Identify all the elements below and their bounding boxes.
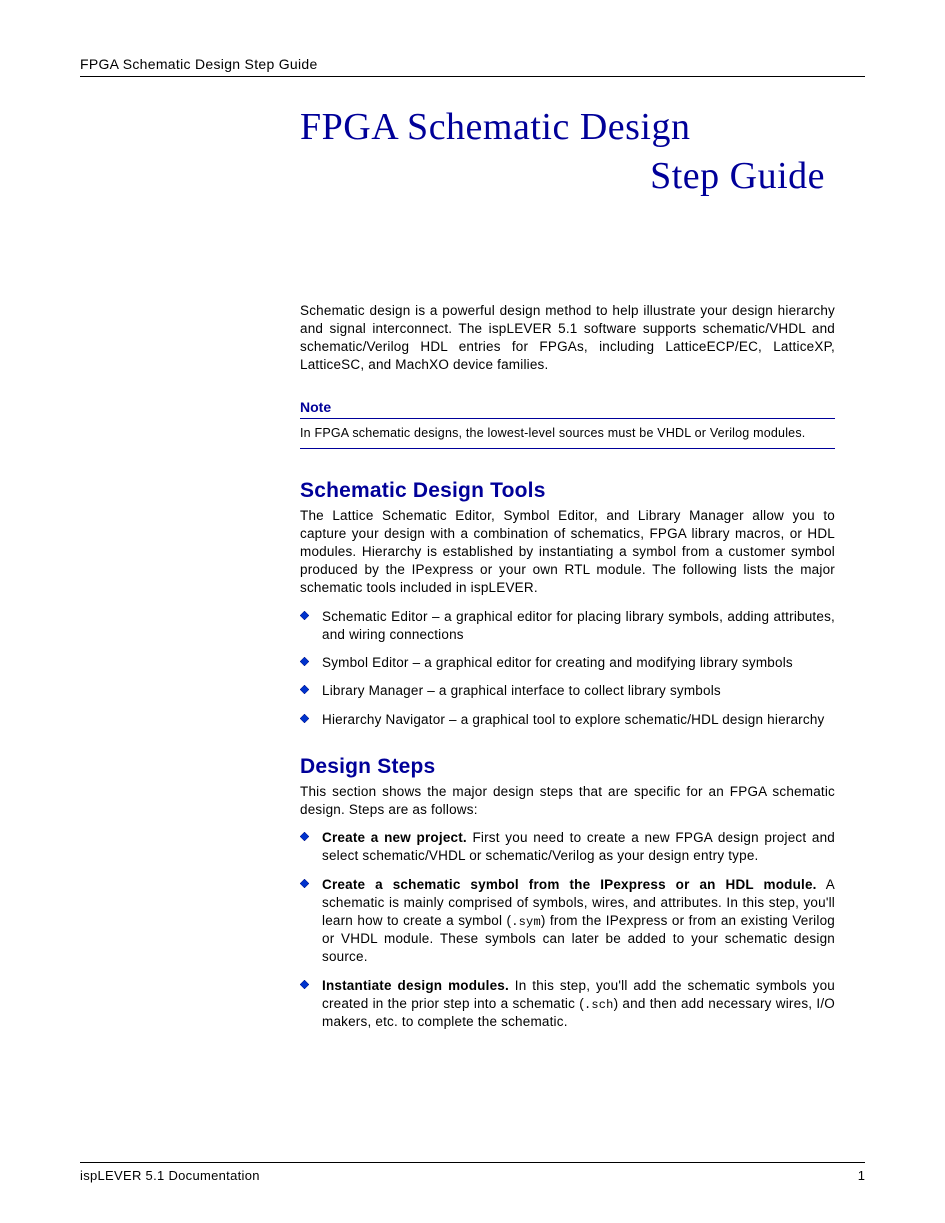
bullet-text: Schematic Editor – a graphical editor fo… bbox=[322, 609, 835, 642]
note-callout: Note In FPGA schematic designs, the lowe… bbox=[300, 399, 835, 449]
note-label: Note bbox=[300, 399, 835, 419]
list-item: Instantiate design modules. In this step… bbox=[300, 977, 835, 1032]
diamond-bullet-icon bbox=[300, 611, 309, 620]
bullet-text: Symbol Editor – a graphical editor for c… bbox=[322, 655, 793, 670]
diamond-bullet-icon bbox=[300, 685, 309, 694]
list-item: Library Manager – a graphical interface … bbox=[300, 682, 835, 700]
list-item: Create a new project. First you need to … bbox=[300, 829, 835, 865]
bullet-text: Library Manager – a graphical interface … bbox=[322, 683, 721, 698]
steps-paragraph: This section shows the major design step… bbox=[300, 783, 835, 819]
document-title: FPGA Schematic Design Step Guide bbox=[300, 103, 865, 202]
page-header: FPGA Schematic Design Step Guide bbox=[80, 56, 865, 77]
diamond-bullet-icon bbox=[300, 832, 309, 841]
list-item: Hierarchy Navigator – a graphical tool t… bbox=[300, 711, 835, 729]
intro-paragraph: Schematic design is a powerful design me… bbox=[300, 302, 835, 375]
page-footer: ispLEVER 5.1 Documentation 1 bbox=[80, 1162, 865, 1183]
section-heading-steps: Design Steps bbox=[300, 755, 835, 779]
mono-text: .sch bbox=[584, 998, 614, 1012]
title-line-1: FPGA Schematic Design bbox=[300, 103, 865, 152]
main-content: Schematic design is a powerful design me… bbox=[300, 302, 835, 1032]
bullet-text: Hierarchy Navigator – a graphical tool t… bbox=[322, 712, 824, 727]
step-lead: Create a schematic symbol from the IPexp… bbox=[322, 877, 817, 892]
section-heading-tools: Schematic Design Tools bbox=[300, 479, 835, 503]
list-item: Schematic Editor – a graphical editor fo… bbox=[300, 608, 835, 644]
diamond-bullet-icon bbox=[300, 980, 309, 989]
title-line-2: Step Guide bbox=[300, 152, 865, 201]
steps-bullet-list: Create a new project. First you need to … bbox=[300, 829, 835, 1031]
list-item: Create a schematic symbol from the IPexp… bbox=[300, 876, 835, 967]
running-title: FPGA Schematic Design Step Guide bbox=[80, 56, 865, 72]
page-number: 1 bbox=[858, 1168, 865, 1183]
diamond-bullet-icon bbox=[300, 879, 309, 888]
list-item: Symbol Editor – a graphical editor for c… bbox=[300, 654, 835, 672]
diamond-bullet-icon bbox=[300, 714, 309, 723]
tools-paragraph: The Lattice Schematic Editor, Symbol Edi… bbox=[300, 507, 835, 598]
step-lead: Instantiate design modules. bbox=[322, 978, 509, 993]
tools-bullet-list: Schematic Editor – a graphical editor fo… bbox=[300, 608, 835, 729]
footer-doc-title: ispLEVER 5.1 Documentation bbox=[80, 1168, 260, 1183]
step-lead: Create a new project. bbox=[322, 830, 467, 845]
note-body: In FPGA schematic designs, the lowest-le… bbox=[300, 425, 835, 449]
diamond-bullet-icon bbox=[300, 657, 309, 666]
mono-text: .sym bbox=[511, 915, 541, 929]
